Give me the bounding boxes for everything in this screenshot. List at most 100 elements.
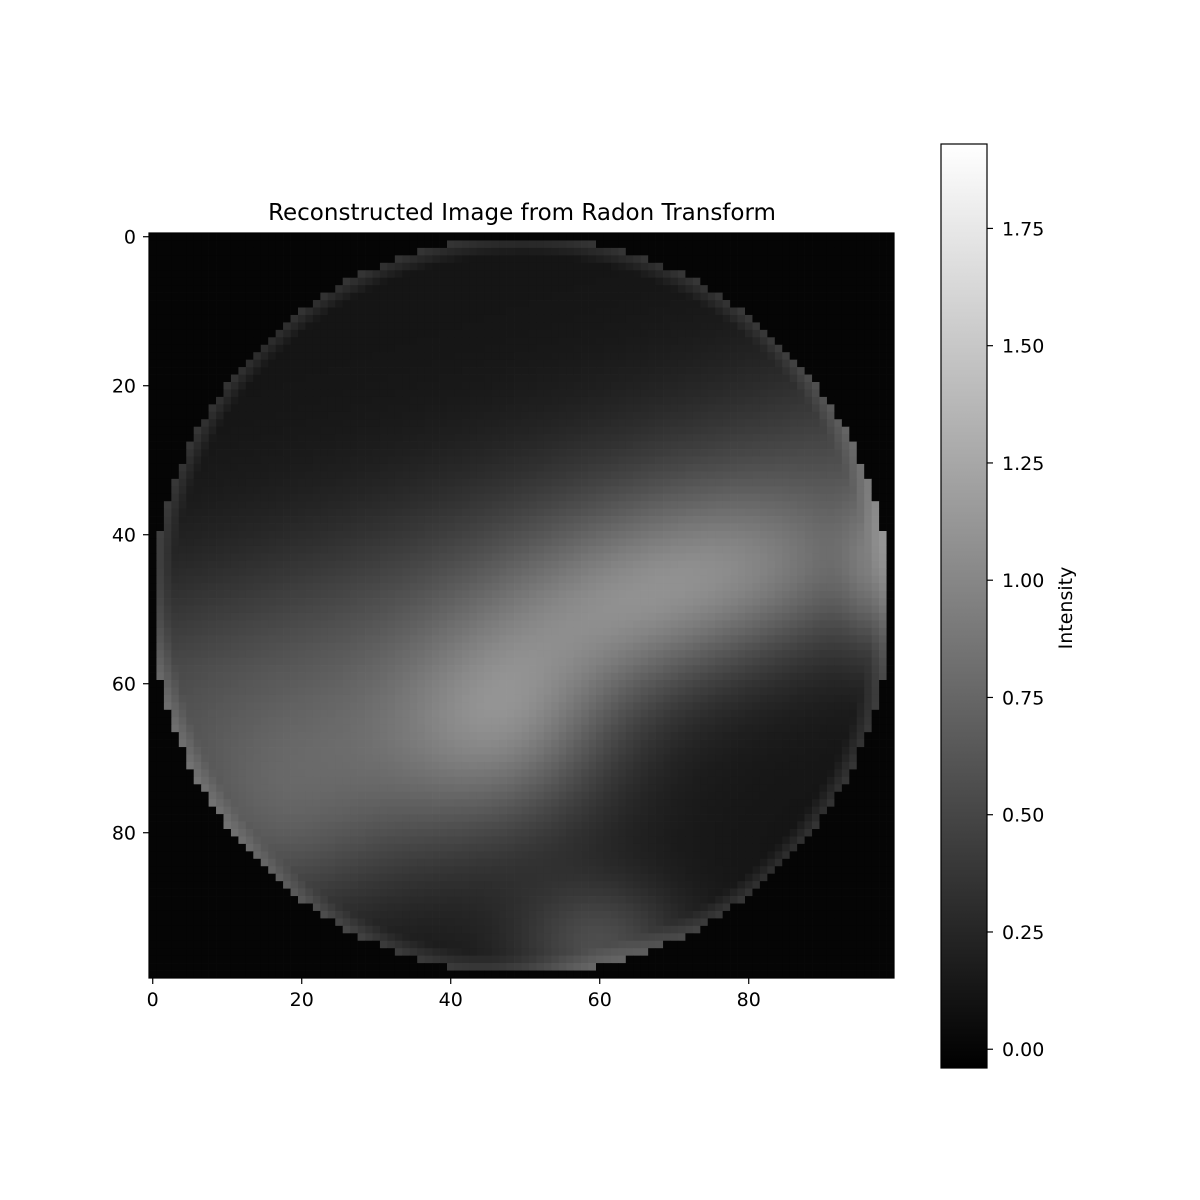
image-pixel — [238, 531, 247, 539]
image-pixel — [193, 501, 202, 509]
image-pixel — [745, 322, 753, 331]
image-pixel — [804, 285, 813, 293]
image-pixel — [476, 553, 485, 562]
image-pixel — [260, 553, 269, 562]
image-pixel — [759, 568, 768, 577]
image-pixel — [841, 344, 850, 353]
image-pixel — [648, 449, 656, 457]
image-pixel — [722, 523, 731, 532]
image-pixel — [342, 389, 351, 398]
image-pixel — [491, 329, 500, 338]
image-pixel — [312, 359, 321, 368]
image-pixel — [536, 508, 545, 517]
image-pixel — [454, 233, 463, 241]
image-pixel — [715, 240, 723, 249]
image-pixel — [603, 568, 612, 577]
image-pixel — [886, 329, 895, 338]
image-pixel — [774, 568, 783, 577]
image-pixel — [521, 300, 530, 308]
image-pixel — [670, 441, 679, 450]
image-pixel — [283, 501, 291, 509]
image-pixel — [350, 501, 358, 509]
image-pixel — [461, 486, 470, 495]
image-pixel — [230, 255, 239, 264]
image-pixel — [782, 419, 791, 428]
image-pixel — [797, 285, 805, 293]
image-pixel — [767, 426, 776, 435]
image-pixel — [186, 344, 195, 353]
image-pixel — [856, 575, 865, 584]
image-pixel — [342, 292, 351, 301]
image-pixel — [610, 471, 619, 480]
image-pixel — [156, 493, 165, 502]
image-pixel — [342, 426, 351, 435]
image-pixel — [521, 352, 530, 360]
image-pixel — [469, 441, 478, 450]
image-pixel — [327, 292, 336, 301]
image-pixel — [149, 531, 157, 539]
image-pixel — [454, 374, 463, 383]
image-pixel — [275, 262, 284, 271]
image-pixel — [618, 538, 627, 547]
image-pixel — [633, 322, 642, 331]
image-pixel — [461, 568, 470, 577]
image-pixel — [253, 486, 262, 495]
image-pixel — [551, 456, 560, 465]
image-pixel — [253, 367, 262, 375]
image-pixel — [812, 292, 820, 301]
image-pixel — [238, 233, 247, 241]
image-pixel — [700, 322, 709, 331]
image-pixel — [327, 560, 336, 569]
image-pixel — [186, 389, 195, 398]
image-pixel — [223, 463, 232, 472]
image-pixel — [879, 538, 887, 547]
image-pixel — [335, 329, 344, 338]
image-pixel — [417, 568, 425, 577]
image-pixel — [365, 560, 373, 569]
image-pixel — [677, 382, 686, 390]
image-pixel — [849, 285, 858, 293]
image-pixel — [826, 411, 835, 420]
image-pixel — [201, 270, 209, 279]
image-pixel — [625, 359, 634, 368]
image-pixel — [312, 545, 321, 554]
image-pixel — [759, 545, 768, 554]
image-pixel — [663, 568, 671, 577]
image-pixel — [365, 508, 373, 517]
image-pixel — [499, 486, 507, 495]
image-pixel — [305, 411, 314, 420]
image-pixel — [447, 314, 455, 323]
image-pixel — [745, 501, 753, 509]
image-pixel — [722, 374, 731, 383]
image-pixel — [558, 374, 567, 383]
image-pixel — [193, 493, 202, 502]
image-pixel — [566, 523, 574, 532]
image-pixel — [171, 292, 180, 301]
image-pixel — [536, 434, 545, 442]
image-pixel — [283, 590, 291, 599]
image-pixel — [193, 434, 202, 442]
image-pixel — [283, 411, 291, 420]
image-pixel — [394, 590, 403, 599]
image-pixel — [149, 359, 157, 368]
image-pixel — [528, 568, 537, 577]
image-pixel — [365, 367, 373, 375]
image-pixel — [305, 300, 314, 308]
image-pixel — [789, 285, 798, 293]
image-pixel — [312, 575, 321, 584]
image-pixel — [163, 419, 172, 428]
image-pixel — [372, 270, 381, 279]
image-pixel — [663, 590, 671, 599]
image-pixel — [715, 523, 723, 532]
image-pixel — [260, 441, 269, 450]
image-pixel — [685, 329, 694, 338]
image-pixel — [499, 240, 507, 249]
image-pixel — [394, 411, 403, 420]
image-pixel — [178, 568, 187, 577]
image-pixel — [745, 568, 753, 577]
image-pixel — [588, 314, 597, 323]
image-pixel — [558, 396, 567, 405]
image-pixel — [618, 486, 627, 495]
image-pixel — [379, 590, 388, 599]
image-pixel — [722, 419, 731, 428]
